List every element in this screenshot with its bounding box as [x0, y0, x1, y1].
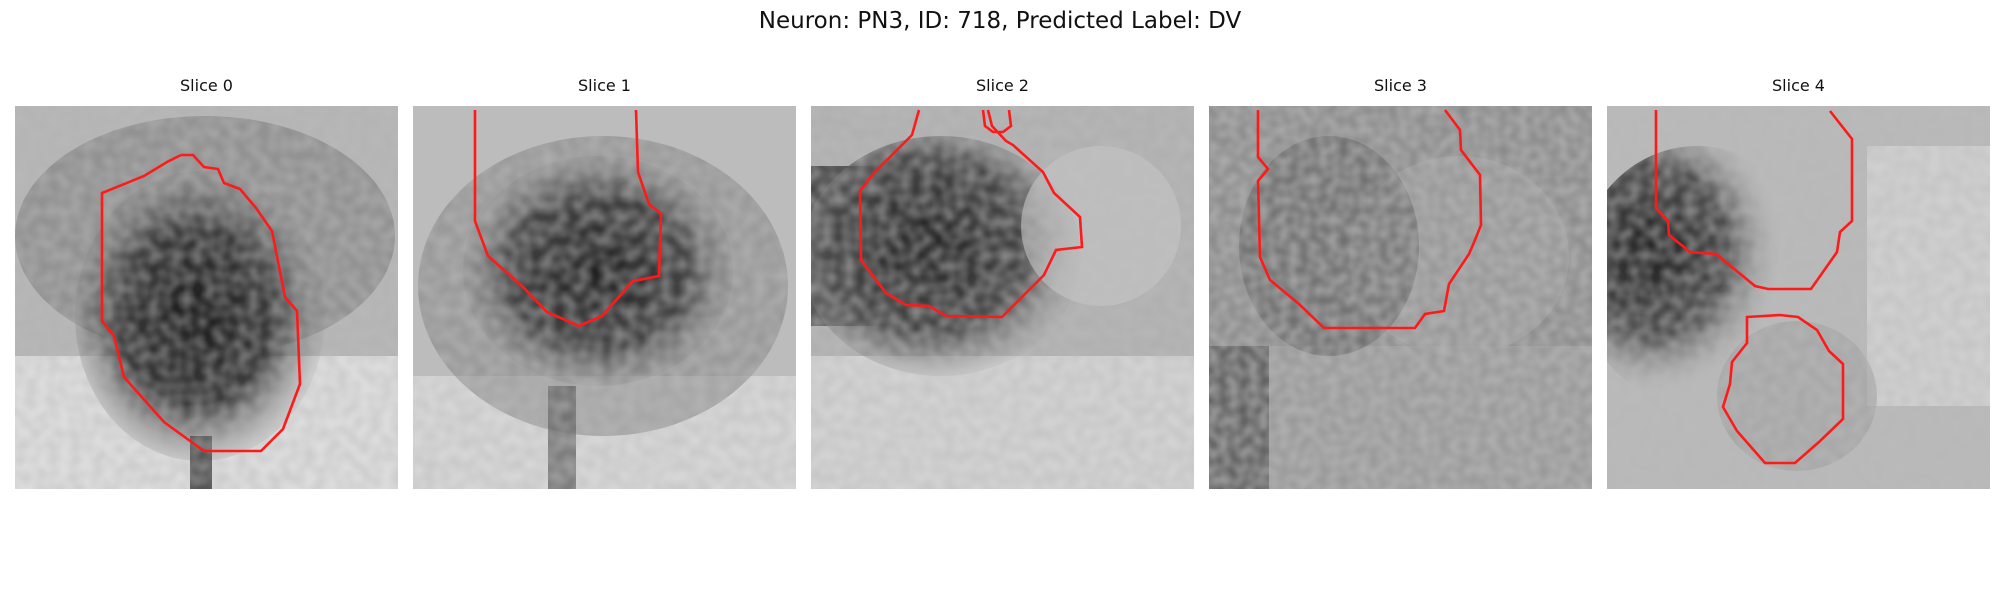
- slice-panel-3: Slice 3: [1209, 76, 1592, 489]
- contour-1: [473, 109, 663, 328]
- slice-panel-0: Slice 0: [15, 76, 398, 489]
- slice-image-3: [1209, 106, 1592, 489]
- slice-image-1: [413, 106, 796, 489]
- contour-2b: [981, 109, 1013, 134]
- contour-2a: [858, 109, 1084, 319]
- slice-title-2: Slice 2: [976, 76, 1029, 95]
- contour-4b: [1721, 313, 1845, 465]
- contour-3: [1256, 109, 1483, 330]
- slice-title-3: Slice 3: [1374, 76, 1427, 95]
- slice-title-0: Slice 0: [180, 76, 233, 95]
- slice-title-4: Slice 4: [1772, 76, 1825, 95]
- slice-image-4: [1607, 106, 1990, 489]
- slice-image-0: [15, 106, 398, 489]
- contour-4a: [1654, 110, 1854, 291]
- slice-panel-1: Slice 1: [413, 76, 796, 489]
- figure-title: Neuron: PN3, ID: 718, Predicted Label: D…: [758, 8, 1242, 34]
- slice-title-1: Slice 1: [578, 76, 631, 95]
- slice-panel-4: Slice 4: [1607, 76, 1990, 489]
- slice-image-2: [811, 106, 1194, 489]
- contour-0: [100, 153, 302, 453]
- slice-panel-2: Slice 2: [811, 76, 1194, 489]
